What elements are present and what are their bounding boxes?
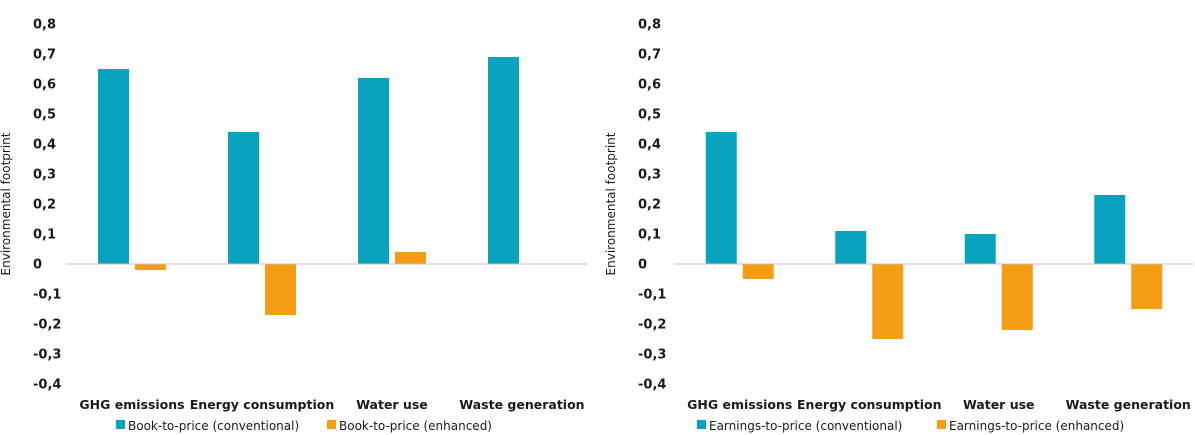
x-category-label: Waste generation (1066, 397, 1191, 412)
bar (358, 78, 389, 264)
bar (1131, 264, 1163, 309)
bar (742, 264, 774, 279)
bar (964, 234, 996, 264)
bar (1094, 195, 1126, 264)
chart-svg-left: Environmental footprint 0,8 0,7 0,6 0,5 0,4 0,… (0, 18, 587, 433)
y-tick-label: -0,3 (638, 348, 666, 363)
y-tick-label: 0,3 (33, 168, 56, 183)
chart-book-to-price: Environmental footprint 0,8 0,7 0,6 0,5 0,4 0,… (0, 0, 590, 435)
bar (98, 69, 129, 264)
y-tick-label: 0,2 (638, 198, 661, 213)
y-tick-label: -0,1 (638, 288, 666, 303)
bar (488, 57, 519, 264)
y-tick-label: 0,5 (638, 108, 661, 123)
bar (228, 132, 259, 264)
y-tick-label: -0,2 (638, 318, 666, 333)
y-tick-label: 0,2 (33, 198, 56, 213)
legend-label: Book-to-price (conventional) (128, 419, 299, 433)
legend-label: Earnings-to-price (conventional) (709, 419, 902, 433)
x-category-label: Waste generation (459, 397, 584, 412)
y-tick-label: -0,2 (33, 318, 61, 333)
legend-swatch (937, 420, 946, 429)
y-tick-label: 0,7 (638, 48, 661, 63)
chart-earnings-to-price: Environmental footprint 0,8 0,7 0,6 0,5 0,4 0,… (605, 0, 1195, 435)
x-category-label: GHG emissions (79, 397, 184, 412)
y-tick-label: 0 (638, 258, 647, 273)
x-category-label: Energy consumption (190, 397, 334, 412)
y-tick-label: -0,4 (638, 378, 666, 393)
bar (265, 264, 296, 315)
bar (872, 264, 904, 339)
bar (1001, 264, 1033, 330)
y-tick-label: 0,6 (638, 78, 661, 93)
y-tick-label: 0,6 (33, 78, 56, 93)
x-category-label: Energy consumption (797, 397, 941, 412)
bar (395, 252, 426, 264)
y-tick-label: 0,4 (638, 138, 661, 153)
y-tick-label: 0,1 (638, 228, 661, 243)
y-tick-label: -0,1 (33, 288, 61, 303)
bar (835, 231, 867, 264)
y-tick-label: 0,1 (33, 228, 56, 243)
legend-swatch (327, 420, 336, 429)
y-tick-label: 0,5 (33, 108, 56, 123)
x-category-label: Water use (963, 397, 1035, 412)
bar (705, 132, 737, 264)
legend-label: Earnings-to-price (enhanced) (949, 419, 1124, 433)
legend-swatch (116, 420, 125, 429)
y-axis-label: Environmental footprint (605, 132, 618, 275)
bar (135, 264, 166, 270)
y-tick-label: 0,7 (33, 48, 56, 63)
y-tick-label: 0,4 (33, 138, 56, 153)
y-tick-label: 0,8 (638, 18, 661, 33)
y-tick-label: -0,4 (33, 378, 61, 393)
legend-swatch (697, 420, 706, 429)
y-tick-label: 0,3 (638, 168, 661, 183)
chart-svg-right: Environmental footprint 0,8 0,7 0,6 0,5 0,4 0,… (605, 18, 1193, 433)
legend-label: Book-to-price (enhanced) (339, 419, 492, 433)
y-tick-label: 0,8 (33, 18, 56, 33)
y-axis-label: Environmental footprint (0, 132, 13, 275)
y-tick-label: 0 (33, 258, 42, 273)
x-category-label: GHG emissions (687, 397, 792, 412)
y-tick-label: -0,3 (33, 348, 61, 363)
x-category-label: Water use (356, 397, 428, 412)
